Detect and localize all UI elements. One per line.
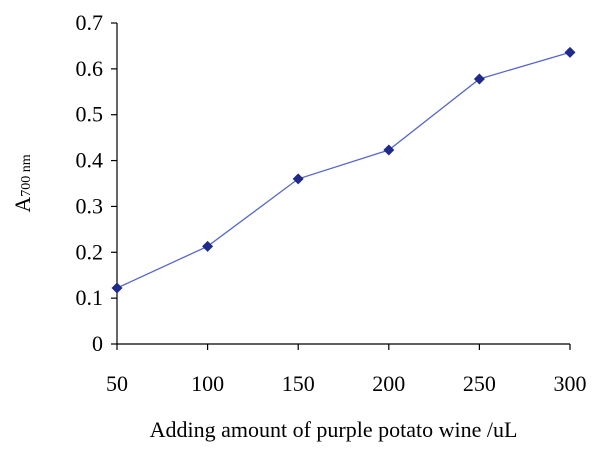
y-tick-label: 0.7 [76, 10, 104, 35]
series [111, 46, 576, 294]
data-point [111, 282, 123, 294]
axis-labels: Adding amount of purple potato wine /uL … [10, 154, 517, 442]
y-ticks: 0 0.1 0.2 0.3 0.4 0.5 0.6 0.7 [76, 10, 117, 356]
series-line [116, 51, 571, 289]
data-point [202, 240, 214, 252]
y-tick-label: 0.4 [76, 148, 104, 173]
x-axis-label: Adding amount of purple potato wine /uL [150, 417, 518, 442]
x-ticks: 50 100 150 200 250 300 [106, 344, 587, 396]
y-tick-label: 0.3 [76, 193, 104, 218]
y-axis-label-main: A [10, 197, 35, 213]
x-tick-label: 150 [282, 371, 315, 396]
axes [116, 23, 570, 345]
x-tick-label: 200 [372, 371, 405, 396]
y-tick-label: 0.6 [76, 56, 104, 81]
y-tick-label: 0.1 [76, 285, 104, 310]
x-tick-label: 100 [191, 371, 224, 396]
data-point [473, 73, 485, 85]
data-point [383, 144, 395, 156]
x-tick-label: 250 [463, 371, 496, 396]
y-tick-label: 0.5 [76, 102, 104, 127]
y-axis-label-sub: 700 nm [19, 154, 34, 197]
x-tick-label: 300 [554, 371, 587, 396]
data-point [564, 46, 576, 58]
x-tick-label: 50 [106, 371, 128, 396]
y-tick-label: 0 [92, 331, 103, 356]
y-axis-label: A700 nm [10, 154, 35, 212]
y-tick-label: 0.2 [76, 239, 104, 264]
data-point [292, 173, 304, 185]
